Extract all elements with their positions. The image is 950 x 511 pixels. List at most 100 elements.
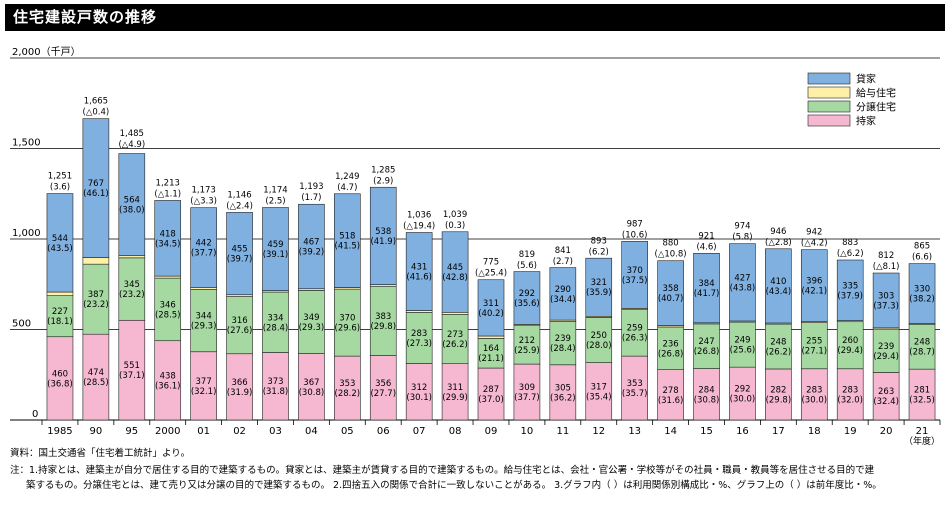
total-change-label: (△3.3) [190, 197, 217, 207]
data-label: 410 [770, 277, 786, 287]
legend-label: 貸家 [856, 73, 876, 86]
data-label: 248 [914, 338, 930, 348]
data-label: 370 [339, 314, 355, 324]
bar-segment-kashiya [82, 118, 110, 258]
data-label: 164 [483, 344, 499, 354]
data-label: 460 [52, 369, 68, 379]
bar-segment-bunjo [46, 295, 74, 338]
total-label: 1,485 [120, 129, 144, 139]
bar-segment-kashiya [621, 241, 648, 309]
share-label: (37.1) [119, 371, 145, 381]
legend-label: 給与住宅 [856, 87, 896, 100]
bar-segment-bunjo [405, 312, 433, 364]
x-tick-label: 17 [772, 426, 785, 437]
bar-segment-kashiya [46, 193, 74, 293]
data-label: 283 [806, 385, 822, 395]
total-change-label: (△19.4) [403, 221, 435, 231]
bar-segment-mochiie [765, 368, 792, 421]
share-label: (28.2) [335, 389, 361, 399]
x-axis-unit: （年度） [904, 435, 940, 445]
bar-group: 353(28.2)370(29.6)9(0.7)518(41.5)1,249(4… [334, 172, 361, 421]
share-label: (37.9) [837, 291, 863, 301]
x-tick-label: 02 [233, 426, 246, 437]
x-tick-label: 13 [628, 426, 641, 437]
bar-segment-kashiya [549, 267, 577, 321]
data-label: 334 [267, 313, 283, 323]
data-label: 292 [519, 289, 535, 299]
data-label: 212 [519, 336, 535, 346]
total-change-label: (5.6) [517, 261, 537, 271]
data-label: 455 [231, 245, 247, 255]
bar-segment-mochiie [513, 363, 541, 421]
bar-group: 551(37.1)345(23.2)12(1.0)564(38.0)1,485(… [118, 129, 146, 421]
x-tick-label: 12 [592, 426, 605, 437]
data-label: 303 [878, 291, 894, 301]
x-tick-label: 03 [269, 426, 282, 437]
bar-segment-kyuyo [46, 291, 74, 296]
bar-group: 309(37.7)212(25.9)7(0.8)292(35.6)819(5.6… [513, 250, 541, 421]
share-label: (32.0) [837, 395, 863, 405]
bar-segment-bunjo [800, 322, 828, 370]
y-axis-ticks: 0 500 1,000 1,500 [12, 138, 41, 421]
bar-segment-mochiie [441, 363, 469, 421]
bar-segment-bunjo [334, 288, 361, 357]
total-label: 880 [662, 239, 678, 249]
bar-group: 312(30.1)283(27.3)10(1.0)431(41.6)1,036(… [403, 210, 435, 421]
data-label: 551 [124, 361, 140, 371]
data-label: 538 [375, 227, 391, 237]
bar-segment-kashiya [872, 272, 900, 329]
data-label: 311 [447, 383, 463, 393]
bar-segment-bunjo [226, 296, 253, 355]
data-label: 283 [842, 385, 858, 395]
bar-segment-mochiie [621, 355, 648, 421]
bar-segment-kashiya [298, 203, 325, 290]
bar-segment-kashiya [369, 186, 397, 285]
total-label: 841 [555, 246, 571, 256]
share-label: (32.5) [909, 396, 935, 406]
note-line-2: 築するもの。分譲住宅とは、建て売り又は分譲の目的で建築するもの。 2.四捨五入の… [26, 480, 882, 491]
data-label: 387 [88, 290, 104, 300]
share-label: (27.1) [801, 347, 827, 357]
share-label: (26.2) [766, 348, 792, 358]
total-change-label: (△2.8) [765, 238, 792, 248]
total-change-label: (△0.4) [83, 108, 110, 118]
bar-segment-kashiya [908, 263, 936, 324]
bar-group: 283(32.0)260(29.4)6(0.7)335(37.9)883(△6.… [836, 238, 864, 421]
data-label: 367 [303, 378, 319, 388]
share-label: (29.4) [837, 346, 863, 356]
y-tick-label: 1,000 [12, 228, 41, 239]
data-label: 373 [267, 377, 283, 387]
bar-segment-kashiya [118, 153, 146, 256]
x-tick-label: 21 [916, 426, 929, 437]
x-tick-label: 95 [125, 426, 138, 437]
total-change-label: (4.6) [696, 242, 716, 252]
data-label: 250 [591, 331, 607, 341]
total-label: 812 [878, 251, 894, 261]
bar-segment-bunjo [190, 289, 217, 353]
share-label: (42.1) [801, 287, 827, 297]
bar-segment-kashiya [836, 259, 864, 321]
data-label: 259 [627, 324, 643, 334]
bar-segment-bunjo [585, 317, 613, 363]
bar-segment-mochiie [908, 368, 936, 421]
data-label: 330 [914, 284, 930, 294]
total-label: 819 [519, 250, 535, 260]
share-label: (28.0) [586, 341, 612, 351]
share-label: (39.1) [263, 250, 289, 260]
chart: 2,000（千戸） 0 500 1,000 1,500 460(36.8) 227(18… [10, 46, 941, 445]
total-label: 946 [770, 227, 786, 237]
share-label: (41.6) [406, 272, 432, 282]
bar-segment-bunjo [729, 321, 756, 368]
share-label: (43.5) [47, 244, 73, 254]
data-label: 281 [914, 386, 930, 396]
bar-group: 438(36.1)346(28.5)11(0.9)418(34.5)1,213(… [154, 178, 181, 421]
bars: 460(36.8)227(18.1)20(1.6)544(43.5)1,251(… [46, 97, 936, 421]
data-label: 263 [878, 387, 894, 397]
total-change-label: (0.3) [445, 221, 465, 231]
bar-group: 460(36.8)227(18.1)20(1.6)544(43.5)1,251(… [46, 172, 74, 421]
data-label: 467 [303, 238, 319, 248]
share-label: (36.8) [47, 379, 73, 389]
data-label: 290 [555, 285, 571, 295]
share-label: (26.3) [622, 334, 648, 344]
data-label: 474 [88, 368, 104, 378]
